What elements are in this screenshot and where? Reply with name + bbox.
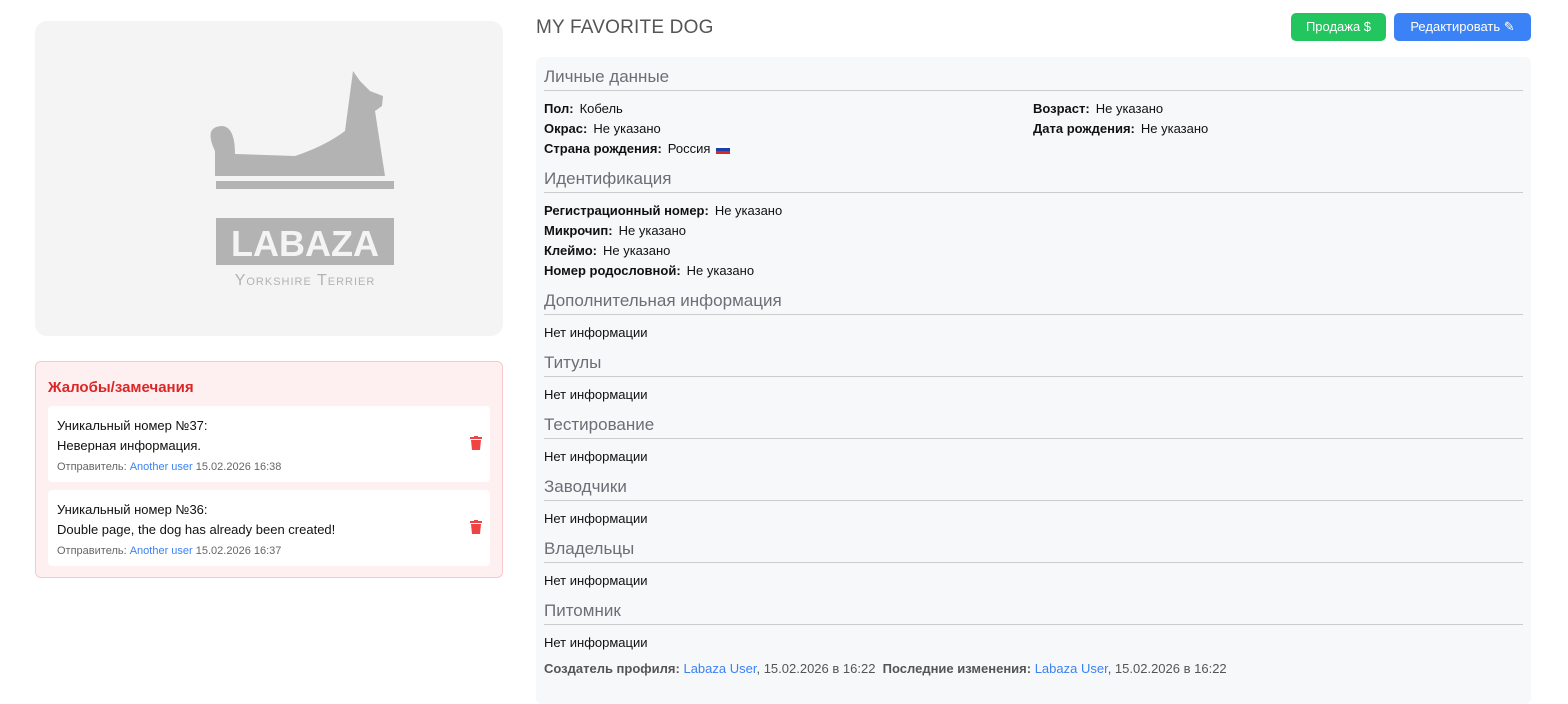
svg-text:LABAZA: LABAZA xyxy=(231,223,379,264)
modifier-link[interactable]: Labaza User xyxy=(1034,661,1108,676)
labaza-logo: LABAZA Yorkshire Terrier xyxy=(210,71,394,289)
section-value: Нет информации xyxy=(544,387,648,402)
russia-flag-icon xyxy=(716,145,731,155)
section-value: Нет информации xyxy=(544,573,648,588)
section-title: Личные данные xyxy=(544,67,1523,91)
created-date: , 15.02.2026 в 16:22 xyxy=(756,661,876,676)
age-value: Не указано xyxy=(1095,101,1164,116)
complaint-date: 15.02.2026 16:37 xyxy=(195,545,282,557)
section-value: Нет информации xyxy=(544,635,648,650)
complaint-text: Неверная информация. xyxy=(57,438,202,453)
section-value: Нет информации xyxy=(544,449,648,464)
country-label: Страна рождения: xyxy=(544,141,662,156)
modified-date: , 15.02.2026 в 16:22 xyxy=(1107,661,1227,676)
sex-label: Пол: xyxy=(544,101,574,116)
trash-icon[interactable] xyxy=(470,436,482,450)
color-value: Не указано xyxy=(593,121,661,136)
complaint-text: Double page, the dog has already been cr… xyxy=(57,522,336,537)
field-label: Микрочип: xyxy=(544,223,613,238)
age-label: Возраст: xyxy=(1033,101,1090,116)
section-title: Владельцы xyxy=(544,539,1523,563)
sender-label: Отправитель: xyxy=(57,545,127,557)
page-title: MY FAVORITE DOG xyxy=(536,17,714,38)
info-section: Дополнительная информация Нет информации xyxy=(544,291,1523,343)
profile-footer: Создатель профиля: Labaza User, 15.02.20… xyxy=(544,661,1523,676)
section-value: Нет информации xyxy=(544,511,648,526)
sender-link[interactable]: Another user xyxy=(129,461,193,473)
sender-link[interactable]: Another user xyxy=(129,545,193,557)
complaint-item: Уникальный номер №37: Неверная информаци… xyxy=(48,406,490,482)
section-title: Питомник xyxy=(544,601,1523,625)
dob-value: Не указано xyxy=(1140,121,1209,136)
section-title: Дополнительная информация xyxy=(544,291,1523,315)
trash-icon[interactable] xyxy=(470,520,482,534)
field-label: Регистрационный номер: xyxy=(544,203,709,218)
info-section: Титулы Нет информации xyxy=(544,353,1523,405)
section-title: Заводчики xyxy=(544,477,1523,501)
field-value: Не указано xyxy=(618,223,686,238)
complaints-panel: Жалобы/замечания Уникальный номер №37: Н… xyxy=(35,361,503,578)
country-value: Россия xyxy=(667,141,711,156)
dog-photo-placeholder: LABAZA Yorkshire Terrier xyxy=(35,21,503,336)
field-value: Не указано xyxy=(714,203,783,218)
field-label: Клеймо: xyxy=(544,243,597,258)
section-title: Идентификация xyxy=(544,169,1523,193)
info-section: Заводчики Нет информации xyxy=(544,477,1523,529)
field-value: Не указано xyxy=(602,243,671,258)
creator-link[interactable]: Labaza User xyxy=(683,661,757,676)
complaint-item: Уникальный номер №36: Double page, the d… xyxy=(48,490,490,566)
identification-section: Идентификация Регистрационный номер: Не у… xyxy=(544,169,1523,281)
complaint-date: 15.02.2026 16:38 xyxy=(195,461,282,473)
info-section: Питомник Нет информации xyxy=(544,601,1523,653)
edit-icon: ✎ xyxy=(1503,19,1515,34)
info-section: Владельцы Нет информации xyxy=(544,539,1523,591)
sender-label: Отправитель: xyxy=(57,461,127,473)
field-value: Не указано xyxy=(686,263,755,278)
modified-label: Последние изменения: xyxy=(882,661,1032,676)
field-label: Номер родословной: xyxy=(544,263,681,278)
personal-section: Личные данные Пол: Кобель Возраст: Не указ… xyxy=(544,67,1523,159)
complaints-title: Жалобы/замечания xyxy=(48,379,194,396)
dog-info-panel: Личные данные Пол: Кобель Возраст: Не указ… xyxy=(536,57,1531,704)
section-title: Тестирование xyxy=(544,415,1523,439)
edit-button[interactable]: Редактировать ✎ xyxy=(1394,13,1531,41)
info-section: Тестирование Нет информации xyxy=(544,415,1523,467)
sale-button[interactable]: Продажа $ xyxy=(1291,13,1386,41)
creator-label: Создатель профиля: xyxy=(544,661,680,676)
section-title: Титулы xyxy=(544,353,1523,377)
edit-label: Редактировать xyxy=(1410,19,1501,34)
complaint-title: Уникальный номер №37: xyxy=(57,418,208,433)
sex-value: Кобель xyxy=(579,101,623,116)
color-label: Окрас: xyxy=(544,121,588,136)
svg-text:Yorkshire Terrier: Yorkshire Terrier xyxy=(235,272,376,289)
complaint-title: Уникальный номер №36: xyxy=(57,502,208,517)
section-value: Нет информации xyxy=(544,325,648,340)
dob-label: Дата рождения: xyxy=(1033,121,1135,136)
